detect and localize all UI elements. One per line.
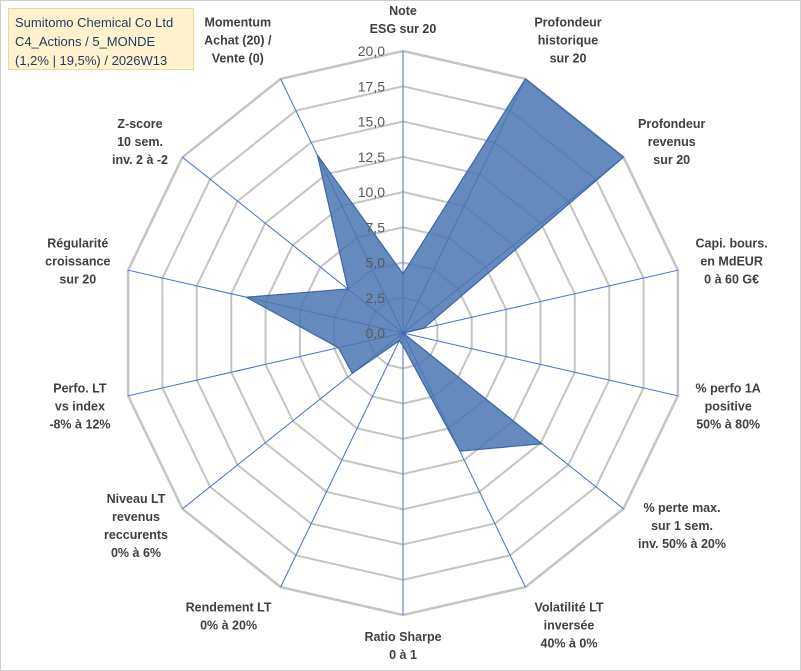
- radial-tick-label: 7,5: [366, 219, 386, 235]
- chart-title-period: (1,2% | 19,5%) / 2026W13: [15, 53, 168, 68]
- radial-tick-label: 20,0: [358, 43, 385, 59]
- axis-label: Momentum Achat (20) / Vente (0): [204, 16, 272, 66]
- axis-label: Note ESG sur 20: [370, 4, 437, 36]
- axis-label: % perte max. sur 1 sem. inv. 50% à 20%: [638, 501, 726, 551]
- axis-label: Profondeur historique sur 20: [534, 16, 601, 66]
- radial-tick-label: 12,5: [358, 149, 385, 165]
- radial-tick-label: 2,5: [366, 290, 386, 306]
- chart-title-company: Sumitomo Chemical Co Ltd: [15, 15, 174, 30]
- axis-label: Rendement LT 0% à 20%: [186, 601, 272, 633]
- axis-label: Régularité croissance sur 20: [45, 237, 110, 287]
- radial-tick-label: 17,5: [358, 78, 385, 94]
- axis-spoke: [280, 332, 404, 588]
- axis-label: Capi. bours. en MdEUR 0 à 60 G€: [695, 237, 767, 287]
- axis-label: % perfo 1A positive 50% à 80%: [696, 381, 761, 431]
- axis-label: Volatilité LT inversée 40% à 0%: [535, 601, 604, 651]
- chart-title-box: Sumitomo Chemical Co Ltd C4_Actions / 5_…: [8, 8, 194, 70]
- axis-label: Z-score 10 sem. inv. 2 à -2: [112, 117, 168, 167]
- data-series-area: [244, 78, 625, 452]
- radial-tick-label: 5,0: [366, 255, 386, 271]
- axis-spoke: [402, 332, 679, 397]
- radial-tick-label: 0,0: [366, 325, 386, 341]
- radial-tick-label: 10,0: [358, 184, 385, 200]
- axis-label: Niveau LT revenus reccurents 0% à 6%: [104, 492, 168, 560]
- axis-spoke: [402, 269, 679, 334]
- chart-title-category: C4_Actions / 5_MONDE: [15, 34, 156, 49]
- axis-label: Perfo. LT vs index -8% à 12%: [49, 381, 110, 431]
- axis-label: Profondeur revenus sur 20: [638, 117, 705, 167]
- radial-tick-label: 15,0: [358, 114, 385, 130]
- axis-label: Ratio Sharpe 0 à 1: [364, 630, 441, 662]
